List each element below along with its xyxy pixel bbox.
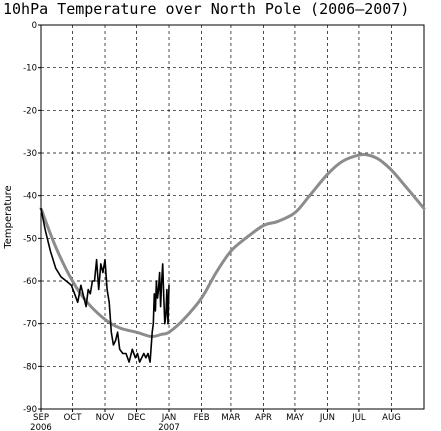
plot-frame (40, 24, 425, 410)
x-tick-label: NOV (96, 413, 115, 423)
y-axis-label: Temperature (3, 185, 14, 249)
y-tick-label: -90 (23, 405, 37, 415)
series-layer (39, 152, 426, 363)
x-tick-label: JUN (319, 413, 335, 423)
x-tick-label: OCT (64, 413, 83, 423)
x-tick-year-label: 2007 (158, 423, 180, 431)
y-tick-label: 0 (32, 21, 37, 31)
x-tick-label: AUG (382, 413, 401, 423)
y-tick-label: -50 (23, 234, 37, 244)
y-tick-label: -70 (23, 320, 37, 330)
y-tick-label: -60 (23, 277, 37, 287)
x-tick-label: MAR (221, 413, 240, 423)
black-series-line (40, 207, 170, 363)
x-tick-year-label: 2006 (30, 423, 52, 431)
x-tick-label: JAN (161, 413, 177, 423)
x-tick-label: FEB (193, 413, 209, 423)
y-axis-ticks: 0 -10 -20 -30 -40 -50 -60 -70 -80 -90 (23, 21, 41, 415)
x-tick-label: DEC (128, 413, 146, 423)
grid (41, 25, 424, 409)
gray-series-line (39, 152, 426, 339)
x-tick-label: SEP (33, 413, 49, 423)
y-tick-label: -20 (23, 106, 37, 116)
chart-title: 10hPa Temperature over North Pole (2006—… (3, 0, 409, 18)
y-tick-label: -10 (23, 64, 37, 74)
y-tick-label: -40 (23, 192, 37, 202)
y-tick-label: -80 (23, 362, 37, 372)
x-tick-label: JUL (351, 413, 366, 423)
y-tick-label: -30 (23, 149, 37, 159)
x-tick-label: APR (255, 413, 272, 423)
x-tick-label: MAY (286, 413, 304, 423)
